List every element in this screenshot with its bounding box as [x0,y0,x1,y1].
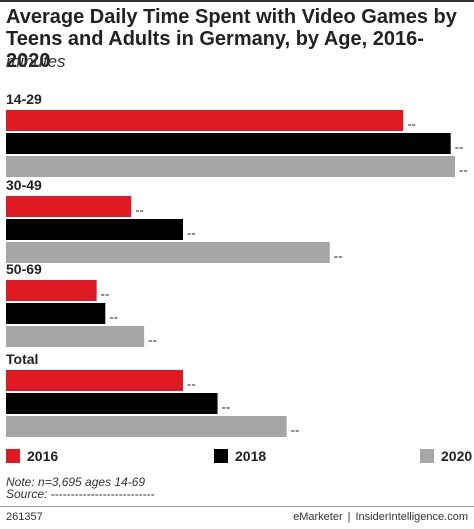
data-label-total-2020: -- [291,423,300,438]
bar-total-2018 [6,393,218,414]
brand-emarketer: eMarketer [293,511,343,523]
category-label-50-69: 50-69 [6,261,42,277]
data-label-30-49-2020: -- [334,249,343,264]
category-label-14-29: 14-29 [6,91,42,107]
data-label-total-2018: -- [222,400,231,415]
data-label-total-2016: -- [187,377,196,392]
chart-subtitle: minutes [6,52,66,71]
legend-item-2018: 2018 [214,448,266,464]
brand-separator: | [347,511,351,523]
footer-rule [0,506,474,507]
data-label-14-29-2016: -- [407,117,416,132]
bar-14-29-2020 [6,156,455,177]
bar-chart: 14-29 -- -- -- 30-49 -- -- -- 50-69 -- -- -- Total --… [6,91,468,438]
legend-swatch-2016 [6,449,20,463]
bar-14-29-2016 [6,110,404,131]
bar-30-49-2018 [6,219,184,240]
legend-label-2016: 2016 [27,448,59,464]
chart-note: Note: n=3,695 ages 14-69 Source: -------… [6,476,155,500]
note-text: Note: n=3,695 ages 14-69 [6,475,146,489]
legend-label-2020: 2020 [441,448,473,464]
legend-label-2018: 2018 [235,448,267,464]
data-label-50-69-2016: -- [101,287,110,302]
brand-insider: InsiderIntelligence.com [355,511,468,523]
legend-swatch-2020 [420,449,434,463]
data-label-14-29-2020: -- [459,163,468,178]
data-label-14-29-2018: -- [455,140,464,155]
top-rule [0,0,474,2]
legend: 2016 2018 2020 [0,448,474,468]
data-label-50-69-2018: -- [109,310,118,325]
bar-total-2020 [6,416,287,437]
source-text: Source: -------------------------- [6,487,155,501]
data-label-50-69-2020: -- [148,333,157,348]
bar-50-69-2018 [6,303,106,324]
legend-swatch-2018 [214,449,228,463]
legend-item-2016: 2016 [6,448,58,464]
footer-brand: eMarketer | InsiderIntelligence.com [293,511,468,523]
chart-title: Average Daily Time Spent with Video Game… [6,6,457,72]
data-label-30-49-2016: -- [135,203,144,218]
bar-30-49-2016 [6,196,132,217]
chart-id: 261357 [6,511,43,523]
bar-50-69-2016 [6,280,97,301]
category-label-30-49: 30-49 [6,177,42,193]
legend-item-2020: 2020 [420,448,472,464]
footer: 261357 eMarketer | InsiderIntelligence.com [0,511,474,527]
bar-14-29-2018 [6,133,451,154]
bar-30-49-2020 [6,242,330,263]
bar-total-2016 [6,370,184,391]
data-label-30-49-2018: -- [187,226,196,241]
category-label-total: Total [6,351,38,367]
bar-50-69-2020 [6,326,145,347]
